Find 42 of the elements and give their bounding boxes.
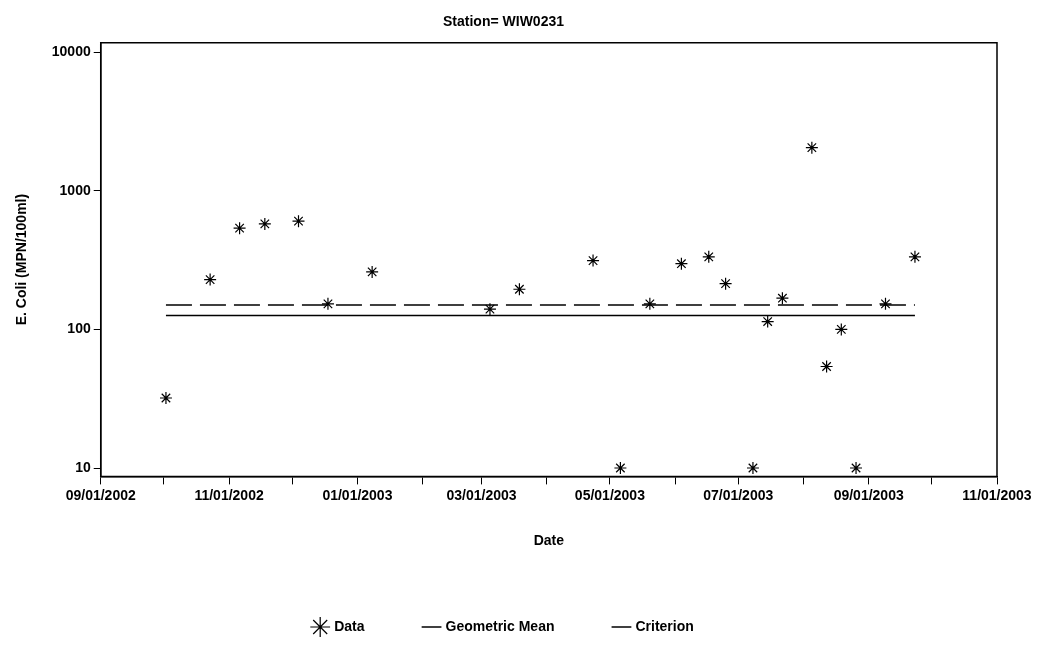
point [775,291,789,305]
point [483,302,497,316]
y-tick-label: 10000 [51,43,91,60]
x-tick-label: 01/01/2003 [322,486,393,503]
x-axis-title: Date [533,532,565,549]
point [643,297,657,311]
point [908,250,922,264]
y-axis-title: E. Coli (MPN/100ml) [13,193,30,326]
point [849,461,863,475]
point [761,314,775,329]
point [512,282,527,296]
y-tick-label: 10 [75,458,91,475]
point [258,217,272,231]
point [674,257,689,271]
legend-label: Criterion [635,617,694,634]
point [718,277,733,291]
point [819,359,834,374]
x-tick-label: 11/01/2002 [194,486,264,503]
point [291,214,306,228]
point [159,391,173,405]
legend-label: Geometric Mean [445,617,555,634]
x-tick-label: 03/01/2003 [446,486,517,503]
point [232,221,247,235]
point [321,297,335,311]
point [702,250,716,264]
x-tick-label: 11/01/2003 [962,486,1032,503]
point [834,322,848,337]
legend-label: Data [334,617,365,634]
x-tick-label: 05/01/2003 [574,486,646,503]
y-tick-label: 100 [67,320,91,337]
x-tick-label: 09/01/2002 [65,486,136,503]
point [586,253,600,268]
x-tick-label: 09/01/2003 [833,486,904,503]
x-tick-label: 07/01/2003 [703,486,774,503]
point [746,461,760,475]
point [805,141,819,155]
y-tick-label: 1000 [59,181,91,198]
point [203,272,217,287]
point [613,461,627,475]
chart-title: Station= WIW0231 [443,13,565,30]
point [878,297,893,311]
point [365,265,379,279]
